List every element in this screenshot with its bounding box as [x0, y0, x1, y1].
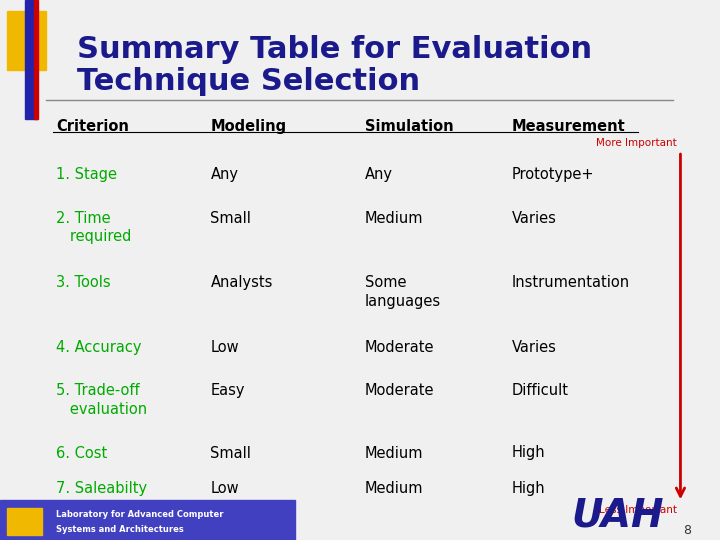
Text: Systems and Architectures: Systems and Architectures: [56, 525, 184, 534]
Text: Moderate: Moderate: [365, 383, 434, 399]
Text: 6. Cost: 6. Cost: [56, 446, 107, 461]
Text: 8: 8: [683, 524, 691, 537]
Text: Medium: Medium: [365, 446, 423, 461]
Text: Medium: Medium: [365, 211, 423, 226]
Text: 3. Tools: 3. Tools: [56, 275, 111, 291]
Text: 4. Accuracy: 4. Accuracy: [56, 340, 142, 355]
Text: 7. Saleabilty: 7. Saleabilty: [56, 481, 148, 496]
Text: High: High: [512, 446, 546, 461]
Text: Laboratory for Advanced Computer: Laboratory for Advanced Computer: [56, 510, 224, 519]
Text: Small: Small: [210, 446, 251, 461]
Text: Varies: Varies: [512, 340, 557, 355]
Text: Moderate: Moderate: [365, 340, 434, 355]
Text: Prototype+: Prototype+: [512, 167, 595, 183]
Text: Difficult: Difficult: [512, 383, 569, 399]
Text: UAH: UAH: [571, 497, 664, 535]
Text: Less Important: Less Important: [599, 505, 677, 515]
Text: More Important: More Important: [596, 138, 677, 149]
Text: Analysts: Analysts: [210, 275, 273, 291]
Text: 5. Trade-off
   evaluation: 5. Trade-off evaluation: [56, 383, 148, 417]
Text: Technique Selection: Technique Selection: [77, 68, 420, 97]
Bar: [7, 11, 45, 70]
Text: Instrumentation: Instrumentation: [512, 275, 630, 291]
Text: Simulation: Simulation: [365, 119, 454, 134]
Bar: [7, 508, 42, 535]
Bar: [0, 500, 294, 540]
Text: 1. Stage: 1. Stage: [56, 167, 117, 183]
Text: Modeling: Modeling: [210, 119, 287, 134]
Text: Any: Any: [210, 167, 238, 183]
Text: Easy: Easy: [210, 383, 245, 399]
Text: Low: Low: [210, 340, 239, 355]
Text: Medium: Medium: [365, 481, 423, 496]
Text: Measurement: Measurement: [512, 119, 626, 134]
Text: 2. Time
   required: 2. Time required: [56, 211, 132, 244]
Text: Small: Small: [210, 211, 251, 226]
Text: Varies: Varies: [512, 211, 557, 226]
Bar: [34, 0, 38, 119]
Text: Criterion: Criterion: [56, 119, 129, 134]
Text: Summary Table for Evaluation: Summary Table for Evaluation: [77, 35, 593, 64]
Text: Low: Low: [210, 481, 239, 496]
Bar: [24, 0, 37, 119]
Text: Some
languages: Some languages: [365, 275, 441, 309]
Text: High: High: [512, 481, 546, 496]
Text: Any: Any: [365, 167, 393, 183]
